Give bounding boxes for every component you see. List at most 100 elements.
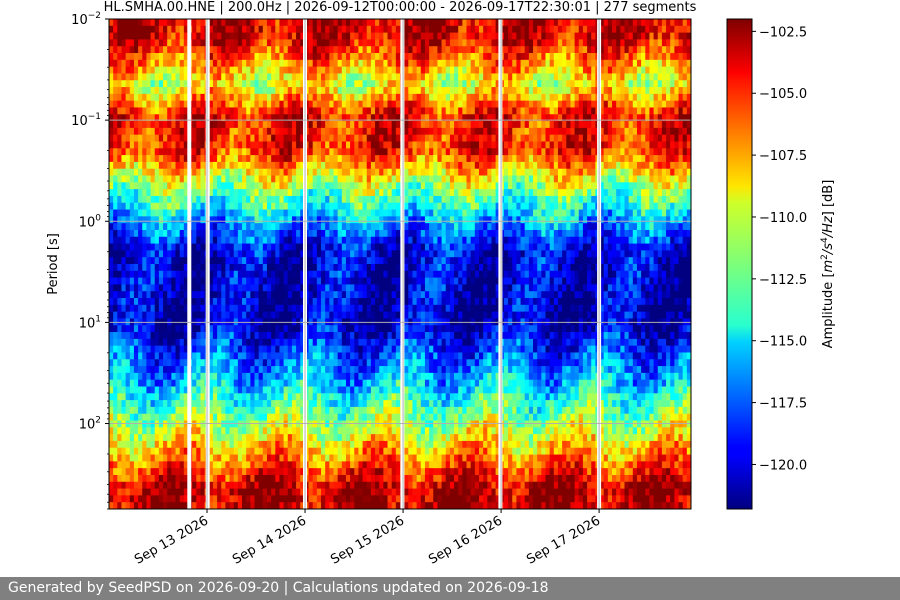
heatmap-cell: [582, 175, 588, 183]
heatmap-cell: [341, 195, 347, 204]
heatmap-cell: [379, 195, 384, 204]
heatmap-cell: [483, 195, 488, 204]
heatmap-cell: [545, 134, 551, 143]
heatmap-cell: [508, 141, 513, 149]
heatmap-cell: [458, 107, 463, 115]
heatmap-cell: [142, 114, 148, 122]
heatmap-cell: [454, 80, 459, 88]
heatmap-cell: [628, 87, 634, 95]
heatmap-cell: [445, 53, 451, 61]
heatmap-cell: [424, 250, 430, 258]
heatmap-cell: [674, 229, 680, 238]
heatmap-cell: [603, 182, 609, 190]
heatmap-cell: [375, 107, 380, 115]
heatmap-cell: [125, 100, 131, 109]
heatmap-cell: [279, 93, 285, 102]
heatmap-cell: [117, 209, 123, 217]
heatmap-cell: [404, 32, 409, 41]
heatmap-cell: [395, 195, 401, 204]
heatmap-cell: [441, 32, 447, 41]
heatmap-cell: [237, 223, 243, 231]
heatmap-cell: [674, 182, 680, 190]
heatmap-cell: [661, 155, 667, 163]
heatmap-cell: [545, 127, 551, 136]
heatmap-cell: [275, 25, 281, 34]
heatmap-cell: [582, 189, 588, 197]
heatmap-cell: [354, 182, 360, 190]
heatmap-cell: [287, 216, 293, 224]
heatmap-cell: [445, 39, 451, 47]
heatmap-cell: [495, 155, 501, 163]
heatmap-cell: [674, 175, 680, 183]
heatmap-cell: [350, 236, 355, 245]
heatmap-cell: [420, 19, 426, 27]
heatmap-cell: [645, 168, 651, 177]
heatmap-cell: [666, 229, 671, 238]
heatmap-cell: [549, 59, 555, 68]
heatmap-cell: [308, 229, 314, 238]
heatmap-cell: [258, 19, 264, 27]
heatmap-cell: [670, 189, 675, 197]
heatmap-cell: [221, 250, 226, 258]
heatmap-cell: [445, 127, 451, 136]
heatmap-cell: [117, 107, 123, 115]
heatmap-cell: [208, 39, 214, 47]
heatmap-cell: [661, 121, 667, 129]
heatmap-cell: [316, 175, 322, 183]
heatmap-cell: [212, 32, 218, 41]
heatmap-cell: [387, 46, 393, 54]
heatmap-cell: [158, 141, 164, 149]
heatmap-cell: [200, 168, 206, 177]
heatmap-cell: [416, 148, 422, 156]
heatmap-cell: [329, 229, 335, 238]
heatmap-cell: [217, 80, 222, 88]
heatmap-cell: [217, 168, 222, 177]
heatmap-cell: [408, 46, 414, 54]
heatmap-cell: [271, 236, 276, 245]
heatmap-cell: [225, 39, 231, 47]
heatmap-cell: [200, 223, 206, 231]
heatmap-cell: [445, 195, 451, 204]
heatmap-cell: [233, 46, 239, 54]
heatmap-cell: [291, 223, 297, 231]
heatmap-cell: [370, 39, 376, 47]
heatmap-cell: [217, 189, 222, 197]
heatmap-cell: [167, 189, 172, 197]
heatmap-cell: [246, 32, 251, 41]
heatmap-cell: [321, 182, 326, 190]
heatmap-cell: [537, 182, 542, 190]
heatmap-cell: [117, 53, 123, 61]
heatmap-cell: [163, 168, 168, 177]
heatmap-cell: [308, 155, 314, 163]
heatmap-cell: [287, 127, 293, 136]
heatmap-cell: [582, 19, 588, 27]
heatmap-cell: [200, 32, 206, 41]
heatmap-cell: [271, 73, 276, 81]
heatmap-cell: [316, 189, 322, 197]
heatmap-cell: [142, 148, 148, 156]
heatmap-cell: [632, 168, 638, 177]
heatmap-cell: [150, 100, 156, 109]
heatmap-cell: [433, 148, 439, 156]
heatmap-cell: [541, 195, 547, 204]
heatmap-cell: [495, 209, 501, 217]
heatmap-cell: [258, 223, 264, 231]
heatmap-cell: [549, 93, 555, 102]
heatmap-cell: [237, 134, 243, 143]
heatmap-cell: [582, 148, 588, 156]
heatmap-cell: [387, 107, 393, 115]
heatmap-cell: [379, 59, 384, 68]
heatmap-cell: [520, 182, 526, 190]
heatmap-cell: [624, 100, 630, 109]
heatmap-cell: [657, 107, 663, 115]
heatmap-cell: [275, 39, 281, 47]
heatmap-cell: [541, 59, 547, 68]
heatmap-cell: [379, 87, 384, 95]
heatmap-cell: [628, 19, 634, 27]
heatmap-cell: [433, 141, 439, 149]
heatmap-cell: [487, 148, 493, 156]
heatmap-cell: [171, 250, 177, 258]
heatmap-cell: [636, 114, 642, 122]
heatmap-cell: [416, 59, 422, 68]
heatmap-cell: [566, 175, 572, 183]
